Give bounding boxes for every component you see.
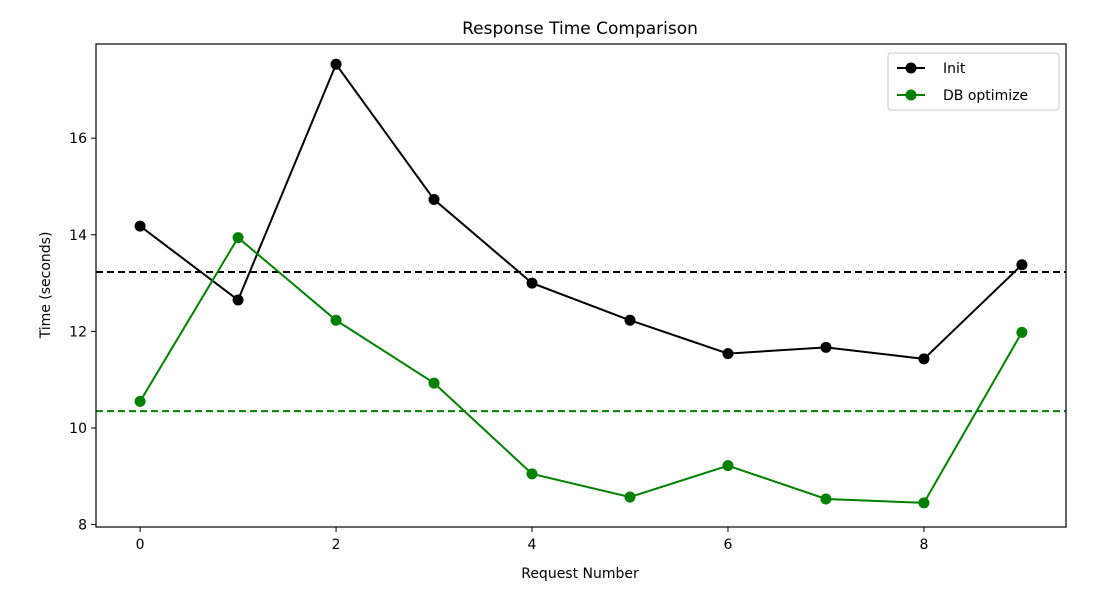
legend-box bbox=[887, 52, 1060, 111]
y-tick-label-12: 12 bbox=[69, 324, 87, 340]
legend-label-1: Init bbox=[943, 61, 966, 77]
y-axis-label: Time (seconds) bbox=[38, 232, 54, 340]
plot-frame bbox=[95, 43, 1067, 528]
legend: Init DB optimize bbox=[887, 52, 1060, 111]
data-point-2-4 bbox=[526, 468, 538, 480]
data-point-2-5 bbox=[624, 491, 636, 503]
data-point-1-1 bbox=[232, 294, 244, 306]
series-line-2 bbox=[139, 236, 1023, 504]
y-tick-label-8: 8 bbox=[78, 518, 87, 534]
data-point-1-7 bbox=[820, 341, 832, 353]
y-tick-label-16: 16 bbox=[69, 131, 87, 147]
series-line-1 bbox=[139, 62, 1023, 360]
x-tick-label-0: 0 bbox=[136, 537, 145, 553]
legend-label-2: DB optimize bbox=[943, 88, 1028, 104]
data-point-1-0 bbox=[134, 220, 146, 232]
data-point-1-5 bbox=[624, 314, 636, 326]
data-point-2-8 bbox=[918, 497, 930, 509]
data-point-1-8 bbox=[918, 353, 930, 365]
legend-marker-2 bbox=[905, 89, 917, 101]
data-point-1-3 bbox=[428, 194, 440, 206]
x-tick-label-8: 8 bbox=[919, 537, 928, 553]
x-tick-label-4: 4 bbox=[528, 537, 537, 553]
chart-title: Response Time Comparison bbox=[462, 19, 698, 39]
y-tick-label-10: 10 bbox=[69, 421, 87, 437]
x-axis-label: Request Number bbox=[521, 566, 639, 582]
data-point-2-7 bbox=[820, 493, 832, 505]
data-point-2-6 bbox=[722, 460, 734, 472]
data-point-2-0 bbox=[134, 395, 146, 407]
data-point-2-3 bbox=[428, 377, 440, 389]
axis-ticks: 0 2 4 6 8 8 10 12 14 16 bbox=[69, 131, 928, 553]
data-point-1-2 bbox=[330, 58, 342, 70]
x-tick-label-6: 6 bbox=[724, 537, 733, 553]
legend-marker-1 bbox=[905, 62, 917, 74]
data-point-2-9 bbox=[1016, 326, 1028, 338]
data-point-1-9 bbox=[1016, 259, 1028, 271]
x-tick-label-2: 2 bbox=[332, 537, 341, 553]
data-point-2-2 bbox=[330, 314, 342, 326]
plot-area bbox=[96, 58, 1066, 509]
y-tick-label-14: 14 bbox=[69, 228, 87, 244]
data-point-2-1 bbox=[232, 232, 244, 244]
data-point-1-4 bbox=[526, 277, 538, 289]
data-point-1-6 bbox=[722, 348, 734, 360]
